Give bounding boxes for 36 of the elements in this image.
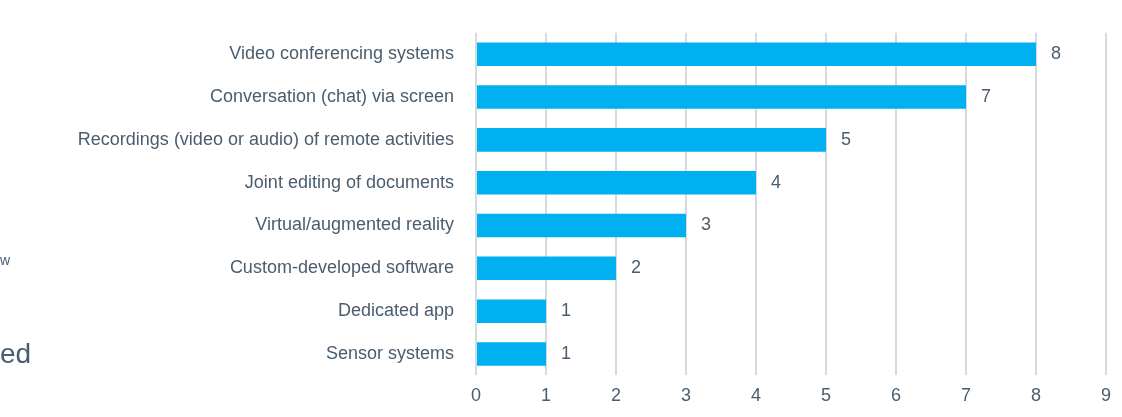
bar	[477, 256, 616, 281]
bar	[477, 42, 1036, 66]
text: w	[0, 252, 11, 268]
data-label: 8	[1051, 43, 1062, 64]
x-tick-label: 6	[890, 385, 902, 406]
data-label: 5	[841, 128, 852, 149]
y-tick-label: Sensor systems	[325, 342, 454, 363]
x-tick-label: 5	[820, 385, 832, 406]
x-tick-label: 7	[960, 385, 972, 406]
y-tick-label: Dedicated app	[337, 300, 454, 321]
x-tick-label: 4	[750, 385, 762, 406]
x-tick-label: 1	[540, 385, 552, 406]
data-label: 2	[631, 257, 642, 278]
y-tick-label: Video conferencing systems	[229, 43, 454, 64]
x-tick-label: 9	[1100, 385, 1112, 406]
x-tick-label: 8	[1030, 385, 1042, 406]
x-tick-label: 3	[680, 385, 692, 406]
y-tick-label: Conversation (chat) via screen	[209, 86, 454, 107]
y-tick-label: Virtual/augmented reality	[255, 214, 454, 235]
bar	[477, 170, 756, 195]
x-tick-label: 0	[470, 385, 482, 406]
data-label: 3	[701, 214, 712, 235]
bar	[477, 342, 546, 366]
y-tick-label: Joint editing of documents	[244, 171, 454, 192]
data-label: 1	[561, 300, 572, 321]
data-label: 4	[771, 171, 782, 192]
y-tick-label: Custom-developed software	[229, 257, 454, 278]
x-tick-label: 2	[610, 385, 622, 406]
bar	[477, 85, 966, 109]
y-tick-label: Recordings (video or audio) of remote activities	[77, 128, 454, 149]
text: ed	[0, 338, 32, 370]
data-label: 1	[561, 342, 572, 363]
data-label: 7	[981, 86, 992, 107]
bar	[477, 213, 686, 238]
bar	[477, 299, 546, 323]
bar	[477, 128, 826, 152]
